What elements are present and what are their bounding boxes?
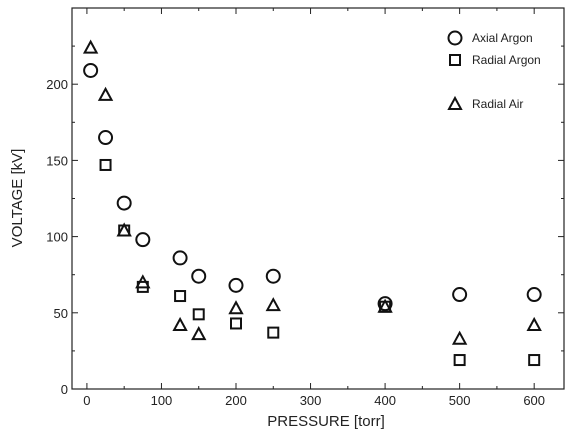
square-data-point (528, 354, 541, 367)
circle-data-point (83, 62, 99, 78)
triangle-data-point (172, 316, 188, 331)
x-tick-label: 200 (225, 393, 247, 408)
square-data-point (267, 326, 280, 339)
triangle-data-point (97, 86, 114, 101)
legend-label: Radial Air (472, 97, 523, 111)
circle-data-point (526, 287, 542, 303)
triangle-data-point (228, 300, 244, 315)
square-data-point (453, 354, 466, 367)
data-points (82, 39, 542, 367)
circle-data-point (135, 232, 151, 248)
x-tick-label: 0 (83, 393, 90, 408)
triangle-data-point (451, 330, 468, 345)
x-tick-label: 500 (449, 393, 471, 408)
legend-circle-marker (447, 30, 463, 46)
x-tick-label: 300 (300, 393, 322, 408)
triangle-data-point (526, 316, 542, 331)
y-tick-label: 100 (46, 230, 68, 245)
y-tick-label: 150 (46, 153, 68, 168)
square-data-point (99, 158, 112, 171)
legend-label: Radial Argon (472, 53, 541, 67)
legend: Axial Argon Radial Argon Radial Air (447, 30, 541, 111)
triangle-data-point (265, 297, 281, 312)
square-data-point (192, 308, 205, 321)
circle-data-point (228, 277, 244, 293)
circle-data-point (452, 287, 468, 303)
circle-data-point (377, 296, 393, 312)
circle-data-point (172, 250, 188, 266)
square-data-point (230, 317, 242, 330)
triangle-data-point (82, 39, 99, 54)
x-tick-label: 100 (151, 393, 173, 408)
legend-label: Axial Argon (472, 31, 533, 45)
legend-square-marker (449, 54, 461, 66)
x-tick-label: 600 (523, 393, 545, 408)
x-axis-ticks: 0 100 200 300 400 500 600 (83, 8, 545, 408)
x-tick-label: 400 (374, 393, 396, 408)
y-tick-label: 200 (46, 77, 68, 92)
circle-data-point (265, 268, 281, 284)
circle-data-point (191, 268, 207, 284)
circle-data-point (116, 195, 132, 211)
circle-data-point (98, 130, 114, 146)
legend-triangle-marker (447, 95, 463, 110)
y-axis-ticks: 0 50 100 150 200 (46, 45, 564, 397)
triangle-data-point (191, 326, 207, 341)
y-tick-label: 50 (54, 306, 68, 321)
triangle-data-point (116, 222, 132, 237)
x-axis-title: PRESSURE [torr] (267, 413, 385, 430)
triangle-data-point (135, 274, 151, 289)
y-axis-title: VOLTAGE [kV] (9, 149, 26, 248)
y-tick-label: 0 (61, 382, 68, 397)
triangle-data-point (377, 298, 393, 313)
square-data-point (174, 290, 187, 303)
